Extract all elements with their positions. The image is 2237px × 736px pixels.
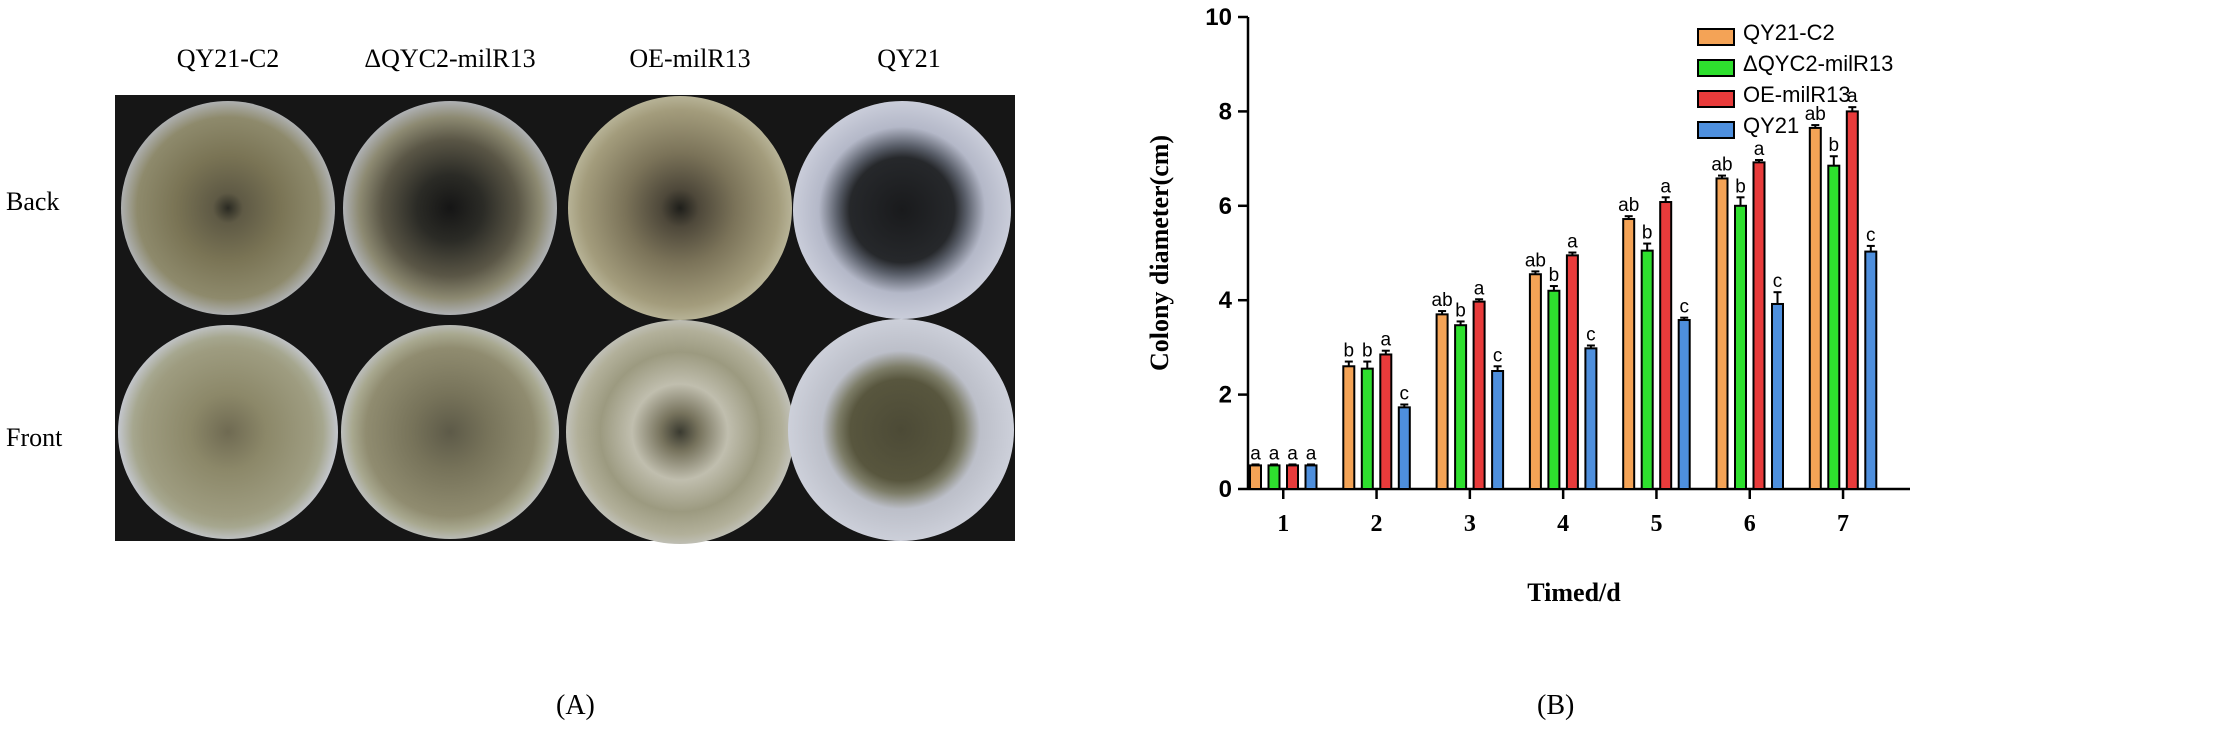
significance-letter: ab [1805,104,1826,125]
significance-letter: ab [1432,290,1453,311]
x-tick-label: 2 [1371,511,1383,537]
bar [1342,365,1356,490]
significance-letter: c [1586,325,1596,346]
bar [1845,110,1859,491]
bar [1267,464,1281,490]
column-label-dqyc2-milr13: ΔQYC2-milR13 [364,44,536,73]
significance-letter: c [1773,271,1783,292]
significance-letter: b [1642,223,1653,244]
x-tick-label: 4 [1557,511,1569,537]
significance-letter: c [1493,345,1503,366]
bar [1659,201,1673,491]
bar [1715,177,1729,490]
dish-front-oe-milr13 [566,320,794,544]
significance-letter: a [1269,443,1280,464]
bar [1472,300,1486,490]
panel-label-a: (A) [556,690,595,721]
bar [1584,347,1598,490]
significance-letter: b [1549,265,1560,286]
significance-letter: a [1381,330,1392,351]
significance-letter: c [1400,384,1410,405]
y-tick-label: 10 [1205,4,1232,31]
y-tick-label: 2 [1219,382,1232,409]
legend-label: OE-milR13 [1743,82,1851,107]
significance-letter: c [1866,225,1876,246]
row-label-back: Back [6,187,60,216]
legend-swatch [1697,90,1735,108]
dish-back-oe-milr13 [568,96,792,320]
bar [1734,204,1747,491]
row-label-front: Front [6,423,63,452]
y-tick-label: 8 [1219,98,1232,125]
dish-back-qy21-c2 [121,101,335,315]
significance-letter: a [1754,139,1765,160]
legend-label: ΔQYC2-milR13 [1743,51,1894,76]
y-tick-label: 6 [1219,193,1232,220]
legend-swatch [1697,28,1735,46]
bar [1677,319,1691,490]
bar [1547,289,1561,491]
x-tick-label: 7 [1837,511,1849,537]
significance-letter: ab [1618,195,1639,216]
x-tick-label: 3 [1464,511,1476,537]
significance-letter: ab [1711,155,1732,176]
bar [1397,406,1411,490]
bar [1808,126,1822,490]
bar [1379,353,1393,491]
y-tick-label: 4 [1219,287,1233,314]
x-tick-label: 1 [1277,511,1289,537]
bar [1771,302,1784,491]
bar [1435,313,1449,490]
petri-dish-photo [115,95,1015,544]
dish-front-dqyc2-milr13 [341,325,559,539]
panel-label-b: (B) [1537,690,1575,721]
significance-letter: a [1287,443,1298,464]
significance-letter: a [1660,176,1671,197]
significance-letter: b [1455,300,1466,321]
dish-front-qy21 [788,319,1014,541]
significance-letter: ab [1525,250,1546,271]
legend-label: QY21-C2 [1743,20,1835,45]
bar [1249,464,1262,490]
bar [1528,273,1542,490]
x-tick-label: 5 [1650,511,1662,537]
bar [1640,249,1654,490]
legend-swatch [1697,59,1735,77]
legend-swatch [1697,121,1735,139]
bar [1827,164,1841,490]
bar [1360,367,1374,491]
significance-letter: b [1829,135,1840,156]
significance-letter: a [1847,86,1858,107]
dish-front-qy21-c2 [118,325,338,539]
y-axis-title: Colony diameter(cm) [1145,135,1174,371]
dish-back-dqyc2-milr13 [343,101,557,315]
dish-back-qy21 [793,101,1011,319]
x-tick-label: 6 [1744,511,1756,537]
bar [1491,370,1505,490]
significance-letter: a [1474,278,1485,299]
significance-letter: b [1735,176,1746,197]
x-axis-title: Timed/d [1527,578,1621,607]
bar [1565,254,1579,490]
column-label-qy21-c2: QY21-C2 [176,44,280,73]
significance-letter: b [1362,341,1373,362]
significance-letter: c [1679,297,1689,318]
significance-letter: b [1344,341,1355,362]
bar [1622,218,1636,491]
significance-letter: a [1567,232,1578,253]
bar [1286,464,1299,490]
bar [1864,250,1878,490]
significance-letter: a [1306,443,1317,464]
y-tick-label: 0 [1219,476,1232,503]
bar [1752,161,1766,490]
legend-label: QY21 [1743,113,1800,138]
significance-letter: a [1250,443,1261,464]
bar [1454,324,1468,490]
bar [1304,464,1318,490]
column-label-qy21: QY21 [877,44,941,73]
column-label-oe-milr13: OE-milR13 [629,44,751,73]
